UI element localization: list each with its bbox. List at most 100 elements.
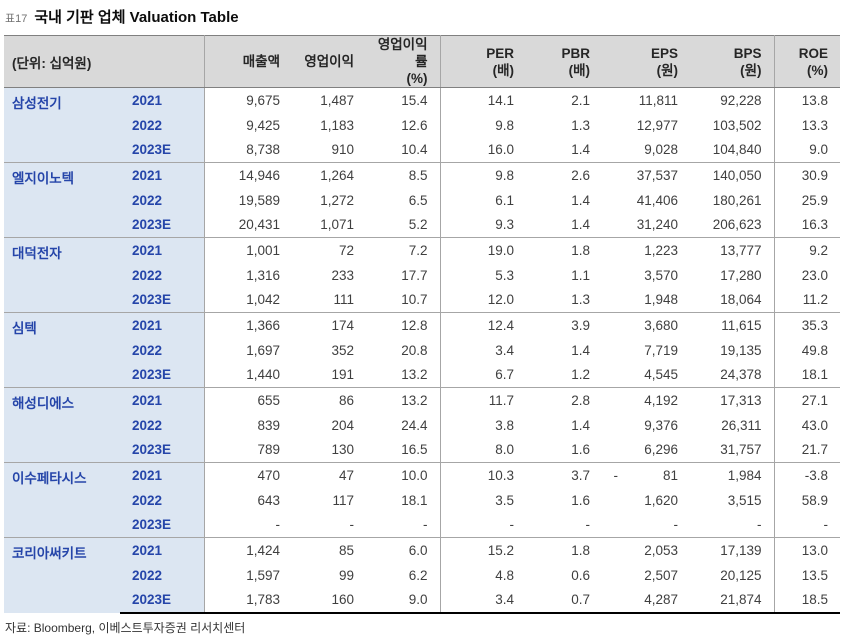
cell-roe: -3.8 [774,462,840,488]
cell-op: 352 [331,342,354,358]
cell-opm: 18.1 [366,487,441,513]
cell-sales: 19,589 [238,192,280,208]
cell-opm: 6.2 [366,562,441,588]
cell-opm: - [366,512,441,538]
col-header-opm: 영업이익률 (%) [366,35,441,88]
cell-sales: 9,425 [246,117,280,133]
unit-label: (단위: 십억원) [4,35,205,88]
cell-eps: 2,053 [602,537,690,563]
cell-bps: 31,757 [690,437,775,463]
table-row: 엘지이노텍 2021 14,946 1,264 8.5 9.8 2.6 37,537 140,0… [4,162,840,238]
cell-bps: 21,874 [690,587,775,614]
cell-sales: 14,946 [204,162,292,188]
cell-roe: 13.5 [801,567,828,583]
cell-pbr: 3.9 [526,312,602,338]
table-row: 2023E 8,738 910 10.4 16.0 1.4 9,028 104,840 9.0 [4,137,840,163]
cell-opm: 13.2 [366,387,441,413]
cell-eps: 12,977 [636,117,678,133]
company-name: 엘지이노텍 [4,162,120,238]
cell-opm: 6.0 [366,537,441,563]
table-row: 2022 1,597 99 6.2 4.8 0.6 2,507 20,125 13.5 [4,562,840,588]
table-row: 2022 9,425 1,183 12.6 9.8 1.3 12,977 103,502 13.… [4,112,840,138]
year-cell: 2022 [120,187,205,213]
cell-roe: 13.8 [774,87,840,113]
year-cell: 2021 [120,462,205,488]
col-header-eps: EPS (원) [602,35,690,88]
cell-opm: 10.0 [366,462,441,488]
year-cell: 2021 [120,387,205,413]
cell-eps: 7,719 [644,342,678,358]
cell-op: 233 [331,267,354,283]
cell-opm: 8.5 [366,162,441,188]
table-row: 2022 19,589 1,272 6.5 6.1 1.4 41,406 180,261 25.… [4,187,840,213]
cell-eps: 11,811 [602,87,690,113]
cell-per: 3.8 [495,417,514,433]
year-cell: 2022 [120,337,205,363]
cell-per: - [509,517,515,533]
cell-bps: 17,313 [690,387,775,413]
cell-bps: 92,228 [690,87,775,113]
cell-sales: 1,783 [204,587,292,614]
cell-pbr: - [585,517,591,533]
cell-pbr: 1.6 [571,492,590,508]
cell-pbr: 1.3 [571,292,590,308]
cell-bps: 24,378 [690,362,775,388]
source-note: 자료: Bloomberg, 이베스트투자증권 리서치센터 [5,620,246,635]
cell-per: 6.1 [495,192,514,208]
cell-per: 12.4 [440,312,526,338]
cell-pbr: 1.8 [526,537,602,563]
header-row: (단위: 십억원) 매출액 영업이익 영업이익률 (%) PER (배) PBR (배) EPS… [4,35,840,88]
cell-roe: 16.3 [801,217,828,233]
cell-roe: 13.3 [801,117,828,133]
year-cell: 2022 [120,412,205,438]
cell-per: 16.0 [487,142,514,158]
cell-pbr: 0.7 [526,587,602,614]
cell-per: 19.0 [440,237,526,263]
cell-sales: 470 [204,462,292,488]
cell-opm: 7.2 [366,237,441,263]
col-header-bps: BPS (원) [690,35,775,88]
cell-roe: - [823,517,829,533]
cell-bps: 180,261 [690,187,775,213]
cell-sales: 1,424 [204,537,292,563]
cell-roe: 58.9 [801,492,828,508]
cell-pbr: 1.6 [571,442,590,458]
cell-roe: 18.5 [774,587,840,614]
company-name: 코리아써키트 [4,537,120,613]
cell-eps: - [673,517,679,533]
cell-bps: 104,840 [690,137,775,163]
cell-roe: 49.8 [801,342,828,358]
cell-bps: 26,311 [690,412,775,438]
table-row: 이수페타시스 2021 470 47 10.0 10.3 3.7- 81 1,984 -3.8 [4,462,840,538]
page-title: 국내 기판 업체 Valuation Table [34,9,239,26]
cell-eps: 4,192 [602,387,690,413]
cell-sales: 1,440 [246,367,280,383]
year-cell: 2023E [120,212,205,238]
cell-per: 15.2 [440,537,526,563]
cell-bps: 20,125 [690,562,775,588]
cell-op: - [349,517,355,533]
cell-eps: 37,537 [602,162,690,188]
year-cell: 2022 [120,112,205,138]
cell-eps: 1,223 [602,237,690,263]
cell-bps: 3,515 [690,487,775,513]
cell-roe: 27.1 [774,387,840,413]
cell-sales: 789 [257,442,280,458]
year-cell: 2023E [120,137,205,163]
cell-eps: 6,296 [644,442,678,458]
cell-pbr: 2.8 [526,387,602,413]
cell-opm: 12.6 [366,112,441,138]
cell-per: 9.8 [495,117,514,133]
table-row: 심텍 2021 1,366 174 12.8 12.4 3.9 3,680 11,615 35.3 [4,312,840,388]
cell-sales: 1,366 [204,312,292,338]
cell-opm: 24.4 [366,412,441,438]
company-name: 심텍 [4,312,120,388]
cell-roe: 9.2 [774,237,840,263]
cell-bps: 19,135 [690,337,775,363]
year-cell: 2023E [120,362,205,388]
cell-op: 191 [331,367,354,383]
cell-roe: 35.3 [774,312,840,338]
company-name: 삼성전기 [4,87,120,163]
table-number-label: 표17 [5,13,28,25]
cell-opm: 15.4 [366,87,441,113]
